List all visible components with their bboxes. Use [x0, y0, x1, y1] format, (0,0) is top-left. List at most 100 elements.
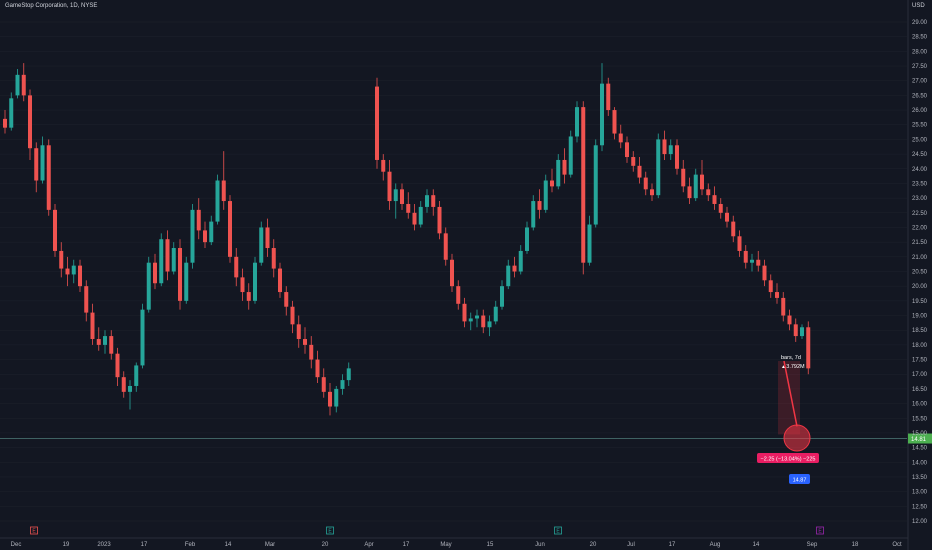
x-tick-label: 18 [852, 542, 859, 548]
y-tick-label: 25.50 [912, 123, 928, 129]
candle-body [437, 206, 442, 234]
price-axis: 29.00 28.50 28.00 27.50 27.00 26.50 26.00 25.50… [912, 20, 928, 525]
candle-body [743, 250, 748, 263]
candle-body [756, 259, 761, 266]
measure-volume-label: ▴ 3.792M [782, 364, 805, 370]
candle-body [587, 224, 592, 263]
candle-body [768, 280, 773, 293]
candle-body [787, 315, 792, 325]
y-tick-label: 27.00 [912, 79, 928, 85]
candle-body [475, 315, 479, 319]
current-price-badge [908, 433, 932, 444]
candle-body [84, 286, 89, 313]
y-tick-label: 28.00 [912, 49, 928, 55]
x-tick-label: Oct [892, 542, 902, 548]
y-tick-label: 25.00 [912, 137, 928, 143]
y-tick-label: 18.50 [912, 328, 928, 334]
candle-body [328, 391, 332, 407]
y-tick-label: 21.00 [912, 255, 928, 261]
candle-body [568, 136, 573, 175]
candle-body [731, 221, 736, 237]
candle-body [340, 380, 345, 389]
x-tick-label: Aug [710, 542, 721, 548]
candle-body [128, 385, 132, 392]
candle-body [700, 174, 704, 190]
candle-body [762, 265, 767, 281]
candle-body [537, 201, 542, 210]
candle-body [246, 292, 251, 301]
candle-body [725, 212, 729, 222]
x-tick-label: Apr [364, 542, 373, 548]
y-tick-label: 18.00 [912, 343, 928, 349]
candle-body [712, 195, 717, 204]
candle-body [271, 248, 276, 269]
x-tick-label: 15 [487, 542, 494, 548]
candle-body [159, 239, 164, 284]
y-tick-label: 17.00 [912, 372, 928, 378]
candle-body [240, 277, 245, 293]
candle-body [800, 327, 804, 337]
candle-body [115, 353, 120, 378]
y-tick-label: 13.50 [912, 475, 928, 481]
y-tick-label: 16.00 [912, 402, 928, 408]
candle-body [190, 209, 195, 263]
candle-body [321, 377, 326, 392]
candle-body [506, 265, 511, 287]
candle-body [109, 336, 114, 354]
candle-body [96, 339, 101, 345]
candle-body [21, 74, 26, 96]
candle-body [178, 248, 182, 301]
candle-body [662, 139, 667, 155]
earnings-marker-label: E [556, 529, 560, 535]
candle-body [450, 259, 454, 287]
currency-label[interactable]: USD [912, 3, 925, 9]
y-tick-label: 19.50 [912, 299, 928, 305]
candle-body [259, 227, 264, 263]
candle-body [481, 315, 486, 328]
candle-body [15, 74, 20, 96]
candle-body [412, 212, 417, 225]
y-tick-label: 20.50 [912, 270, 928, 276]
candle-body [687, 186, 692, 199]
candle-body [309, 344, 314, 360]
candles [3, 63, 811, 416]
x-tick-label: 19 [63, 542, 70, 548]
candle-body [456, 286, 461, 304]
candle-body [375, 86, 379, 160]
earnings-marker-label: E [328, 529, 332, 535]
candle-body [500, 286, 504, 307]
y-tick-label: 20.00 [912, 284, 928, 290]
candle-body [46, 145, 51, 210]
candle-body [737, 236, 742, 251]
y-tick-label: 14.50 [912, 446, 928, 452]
candle-body [650, 189, 654, 196]
candle-body [681, 168, 686, 187]
candle-body [400, 189, 404, 204]
candle-body [525, 227, 529, 251]
candle-body [575, 107, 579, 137]
y-tick-label: 29.00 [912, 20, 928, 26]
candle-body [631, 157, 636, 166]
candle-body [146, 262, 151, 310]
x-tick-label: 2023 [97, 542, 111, 548]
candle-body [165, 239, 170, 272]
candle-body [518, 250, 523, 272]
candle-body [334, 388, 339, 407]
y-tick-label: 28.50 [912, 35, 928, 41]
candle-body [53, 209, 57, 251]
candle-body [550, 180, 554, 187]
current-price-label: 14.81 [911, 437, 927, 443]
y-tick-label: 19.00 [912, 314, 928, 320]
candle-body [468, 318, 473, 322]
candle-body [203, 230, 207, 243]
candle-body [600, 83, 604, 146]
candle-body [184, 262, 189, 301]
time-axis: Dec 19 2023 17 Feb 14 Mar 20 Apr 17 May 15 Jun 20 Jul 1… [11, 542, 902, 548]
x-tick-label: 17 [669, 542, 676, 548]
candle-body [562, 159, 567, 175]
candle-body [531, 201, 536, 228]
candle-body [643, 177, 648, 190]
x-tick-label: 14 [225, 542, 232, 548]
candle-body [418, 206, 423, 225]
